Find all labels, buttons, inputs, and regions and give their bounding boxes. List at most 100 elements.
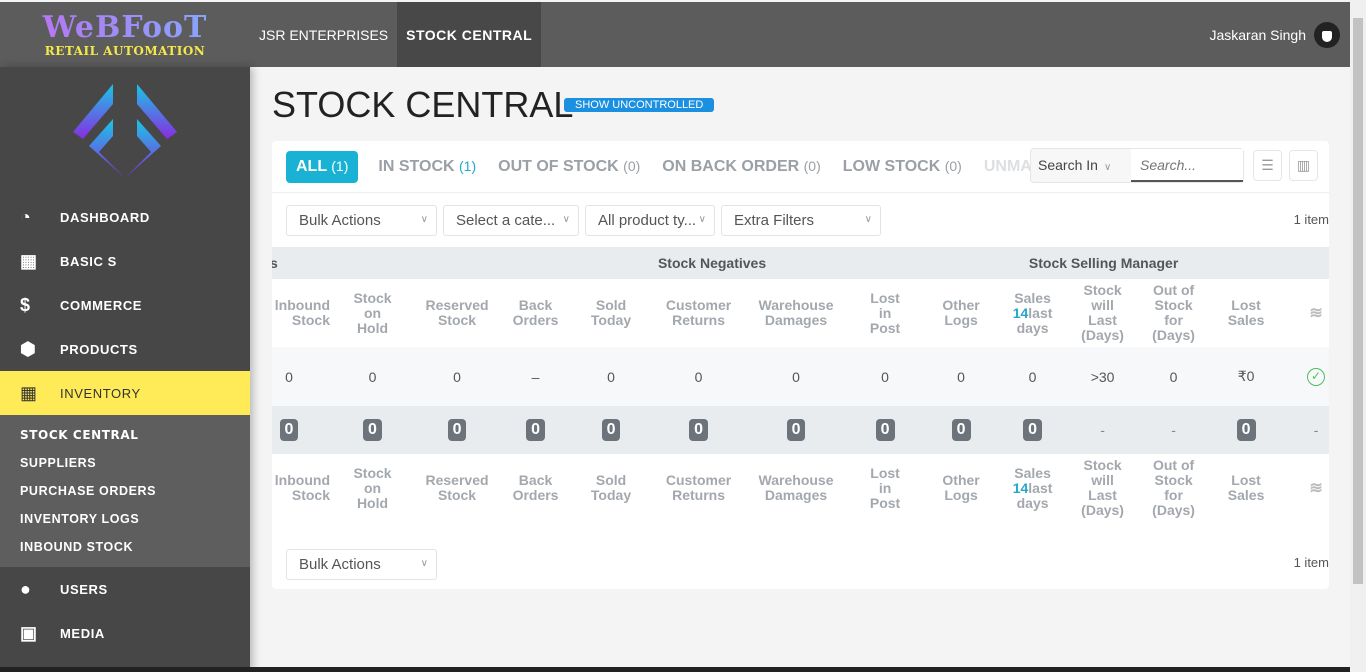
product-type-select[interactable]: All product ty... <box>585 204 715 236</box>
company-logo <box>0 67 250 195</box>
column-header[interactable]: Lost Sales <box>1227 472 1265 503</box>
total-cell: 0 <box>415 406 500 454</box>
search-box: Search In ∨ <box>1030 148 1244 183</box>
column-header[interactable]: Back Orders <box>512 472 559 503</box>
column-header[interactable]: Stock will Last (Days) <box>1081 457 1124 518</box>
column-header[interactable]: Reserved Stock <box>425 472 489 503</box>
group-header: s <box>272 247 500 279</box>
sidebar-item-users[interactable]: ● USERS <box>0 567 250 611</box>
column-header[interactable]: Back Orders <box>512 297 559 328</box>
total-badge: 0 <box>689 419 708 441</box>
table-row: 0 0 0–0 0 0 0 0 0 >30 0 ₹0 ✓ <box>272 347 1329 406</box>
show-uncontrolled-button[interactable]: SHOW UNCONTROLLED <box>564 98 715 112</box>
brand-logo[interactable]: WeBFooT RETAIL AUTOMATION <box>0 12 250 57</box>
list-view-icon[interactable]: ☰ <box>1253 150 1282 181</box>
dollar-icon: $ <box>20 294 31 315</box>
avatar <box>1314 21 1340 48</box>
column-header[interactable]: Lost in Post <box>869 289 901 336</box>
table-cell: 0 <box>272 347 330 406</box>
column-header[interactable]: Sold Today <box>590 297 632 328</box>
column-header[interactable]: Sales 14last days <box>1012 289 1053 336</box>
column-header[interactable]: Lost in Post <box>869 464 901 511</box>
total-badge: 0 <box>279 419 299 441</box>
stock-table: s Stock Negatives Stock Selling Manager … <box>272 247 1329 537</box>
subnav-stock-central[interactable]: STOCK CENTRAL <box>20 428 139 442</box>
total-cell: 0 <box>330 406 415 454</box>
sidebar-item-media[interactable]: ▣ MEDIA <box>0 611 250 655</box>
extra-filters-select[interactable]: Extra Filters <box>721 204 881 236</box>
sidebar-item-commerce[interactable]: $ COMMERCE <box>0 283 250 327</box>
stock-table-card: ALL (1) IN STOCK (1) OUT OF STOCK (0) ON… <box>272 141 1329 589</box>
barcode-icon[interactable]: ▥ <box>1289 150 1318 181</box>
sidebar-item-label: DASHBOARD <box>60 209 150 225</box>
total-cell: 0 <box>747 406 846 454</box>
column-header[interactable]: Warehouse Damages <box>758 297 834 328</box>
column-header[interactable]: Other Logs <box>942 297 980 328</box>
layers-icon[interactable]: ≋ <box>1309 304 1323 322</box>
group-stock-negatives: Stock Negatives <box>499 247 926 279</box>
item-count: 1 item <box>1293 212 1329 227</box>
topnav-company[interactable]: JSR ENTERPRISES <box>259 26 389 43</box>
tab-out-of-stock[interactable]: OUT OF STOCK (0) <box>498 157 641 175</box>
subnav-inventory-logs[interactable]: INVENTORY LOGS <box>20 512 140 526</box>
total-badge: 0 <box>363 419 382 441</box>
table-cell: 0 <box>747 347 846 406</box>
column-header[interactable]: Stock on Hold <box>353 289 392 336</box>
search-in-dropdown[interactable]: Search In ∨ <box>1038 157 1112 173</box>
column-header[interactable]: Other Logs <box>942 472 980 503</box>
column-header[interactable]: Customer Returns <box>665 472 732 503</box>
total-badge: 0 <box>875 419 895 441</box>
tab-low-stock[interactable]: LOW STOCK (0) <box>842 157 962 175</box>
column-header[interactable]: Out of Stock for (Days) <box>1152 457 1195 518</box>
sidebar-item-label: BASIC S <box>60 253 117 269</box>
category-select[interactable]: Select a cate... <box>443 204 579 236</box>
sidebar-item-dashboard[interactable]: ◔ DASHBOARD <box>0 195 250 239</box>
subnav-inbound-stock[interactable]: INBOUND STOCK <box>20 540 134 554</box>
page-title: STOCK CENTRAL <box>272 84 574 125</box>
brand-name: WeBFooT <box>0 12 250 43</box>
column-header[interactable]: lnbound Stock <box>274 297 330 328</box>
group-stock-selling-manager: Stock Selling Manager <box>925 247 1283 279</box>
column-header[interactable]: Stock will Last (Days) <box>1081 282 1124 343</box>
column-header[interactable]: Sold Today <box>590 472 632 503</box>
sidebar-item-products[interactable]: ⬢ PRODUCTS <box>0 327 250 371</box>
dashboard-icon: ◔ <box>20 206 32 227</box>
column-header[interactable]: Stock on Hold <box>353 464 392 511</box>
tab-unmanaged[interactable]: UNMAN <box>983 157 1044 175</box>
user-menu[interactable]: Jaskaran Singh <box>1209 21 1350 48</box>
sidebar-item-label: INVENTORY <box>60 385 141 401</box>
vertical-scrollbar[interactable] <box>1350 0 1366 672</box>
layers-icon[interactable]: ≋ <box>1309 479 1323 497</box>
total-badge: 0 <box>951 419 971 441</box>
total-cell: 0 <box>650 406 748 454</box>
column-header[interactable]: Lost Sales <box>1227 297 1265 328</box>
table-cell: ₹0 <box>1210 347 1283 406</box>
topnav-stock-central[interactable]: STOCK CENTRAL <box>397 2 542 67</box>
bulk-actions-select-bottom[interactable]: Bulk Actions <box>286 549 437 580</box>
bulk-actions-select[interactable]: Bulk Actions <box>286 204 437 236</box>
column-header[interactable]: lnbound Stock <box>274 472 330 503</box>
table-cell: 0 <box>1137 347 1211 406</box>
table-cell: 0 <box>997 347 1069 406</box>
total-badge: 0 <box>1236 419 1256 441</box>
tab-on-back-order[interactable]: ON BACK ORDER (0) <box>662 157 821 175</box>
table-cell: 0 <box>572 347 651 406</box>
total-cell: 0 <box>997 406 1069 454</box>
subnav-purchase-orders[interactable]: PURCHASE ORDERS <box>20 484 157 498</box>
image-icon: ▣ <box>20 622 38 643</box>
sidebar-item-inventory[interactable]: ▦ INVENTORY <box>0 371 250 415</box>
sidebar-item-label: MEDIA <box>60 625 105 641</box>
column-header[interactable]: Sales 14last days <box>1012 464 1053 511</box>
total-cell: 0 <box>925 406 998 454</box>
column-header[interactable]: Out of Stock for (Days) <box>1152 282 1195 343</box>
tab-in-stock[interactable]: IN STOCK (1) <box>378 157 477 175</box>
sidebar-item-basic[interactable]: ▦ BASIC S <box>0 239 250 283</box>
table-cell: 0 <box>845 347 926 406</box>
tab-all[interactable]: ALL (1) <box>286 150 359 183</box>
column-header[interactable]: Reserved Stock <box>425 297 489 328</box>
subnav-suppliers[interactable]: SUPPLIERS <box>20 456 97 470</box>
column-header[interactable]: Customer Returns <box>665 297 732 328</box>
search-input[interactable] <box>1131 149 1243 182</box>
column-header[interactable]: Warehouse Damages <box>758 472 834 503</box>
